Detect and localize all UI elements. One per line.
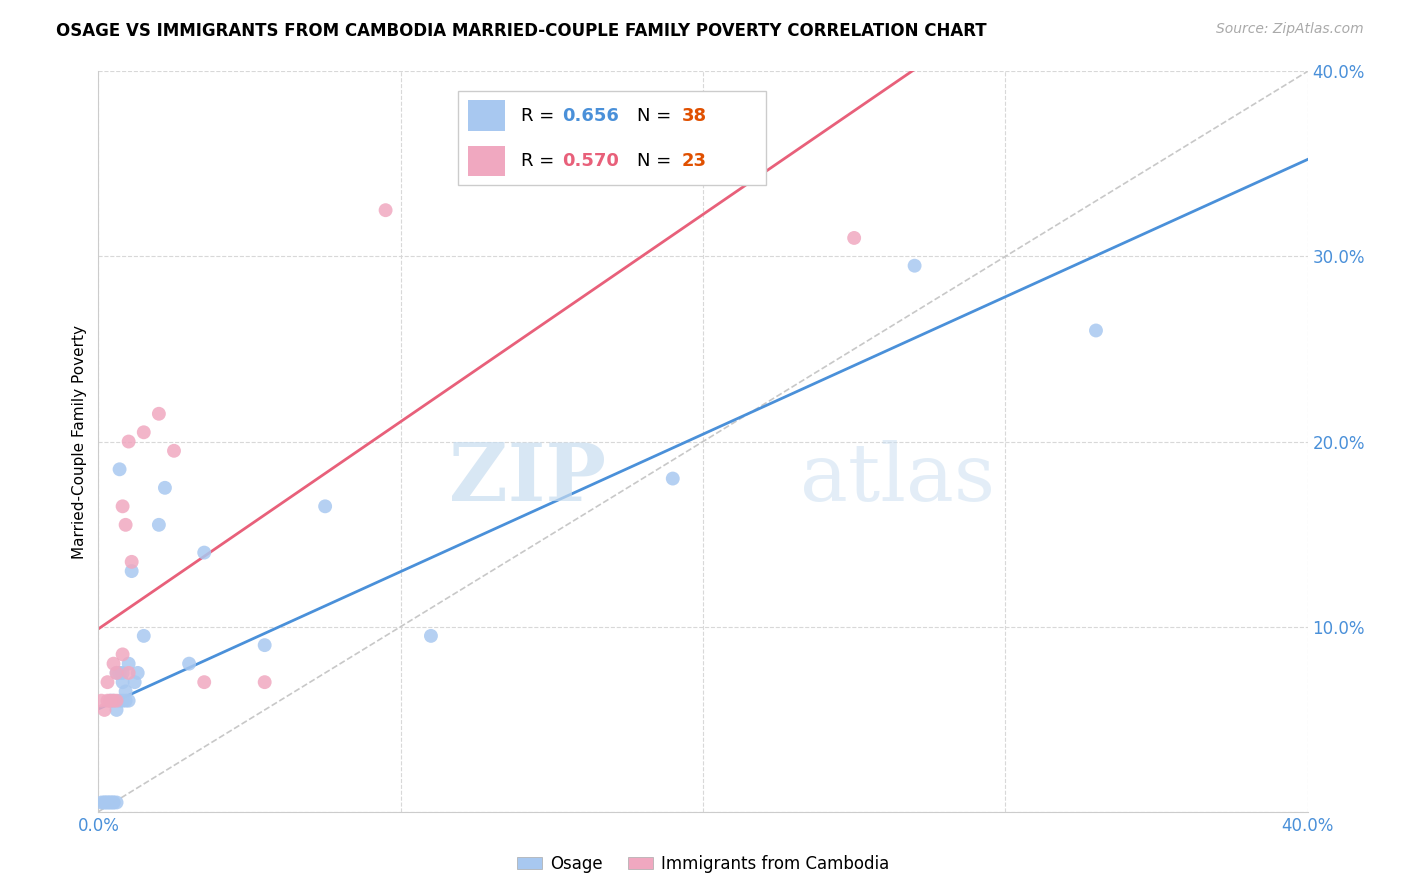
Point [163, 443, 186, 458]
Point [114, 517, 136, 532]
Point [121, 564, 143, 578]
Point [420, 629, 443, 643]
Text: OSAGE VS IMMIGRANTS FROM CAMBODIA MARRIED-COUPLE FAMILY POVERTY CORRELATION CHAR: OSAGE VS IMMIGRANTS FROM CAMBODIA MARRIE… [56, 22, 987, 40]
Point [631, 166, 654, 180]
Point [90, 796, 112, 810]
Point [374, 203, 396, 218]
Point [127, 665, 149, 680]
Point [148, 407, 170, 421]
Point [148, 517, 170, 532]
Point [105, 665, 128, 680]
Point [253, 675, 276, 690]
Point [103, 796, 125, 810]
Point [105, 665, 128, 680]
Point [253, 638, 276, 652]
Point [96, 796, 118, 810]
Point [111, 500, 134, 514]
Point [100, 796, 122, 810]
Point [111, 665, 134, 680]
Text: ZIP: ZIP [450, 440, 606, 517]
Point [111, 694, 134, 708]
Point [661, 472, 683, 486]
Point [132, 629, 155, 643]
Point [93, 703, 115, 717]
Point [904, 259, 927, 273]
Point [100, 694, 122, 708]
Point [96, 675, 118, 690]
Point [93, 796, 115, 810]
Point [121, 555, 143, 569]
Point [111, 648, 134, 662]
Point [90, 694, 112, 708]
Point [108, 462, 131, 476]
Point [118, 657, 141, 671]
Point [153, 481, 176, 495]
Point [100, 796, 122, 810]
Point [114, 684, 136, 698]
Point [118, 434, 141, 449]
Point [1085, 324, 1108, 338]
Point [108, 665, 131, 680]
Point [124, 675, 146, 690]
Point [103, 694, 125, 708]
Point [114, 694, 136, 708]
Point [193, 545, 215, 560]
Point [100, 694, 122, 708]
Point [103, 796, 125, 810]
Point [193, 675, 215, 690]
Legend: Osage, Immigrants from Cambodia: Osage, Immigrants from Cambodia [510, 848, 896, 880]
Point [96, 796, 118, 810]
Point [105, 703, 128, 717]
Point [111, 675, 134, 690]
Point [105, 796, 128, 810]
Point [103, 657, 125, 671]
Point [96, 694, 118, 708]
Point [844, 231, 866, 245]
Point [118, 694, 141, 708]
Point [103, 694, 125, 708]
Text: Source: ZipAtlas.com: Source: ZipAtlas.com [1216, 22, 1364, 37]
Point [105, 694, 128, 708]
Y-axis label: Married-Couple Family Poverty: Married-Couple Family Poverty [72, 325, 87, 558]
Text: atlas: atlas [800, 440, 995, 517]
Point [93, 796, 115, 810]
Point [118, 665, 141, 680]
Point [132, 425, 155, 440]
Point [314, 500, 336, 514]
Point [108, 694, 131, 708]
Point [179, 657, 201, 671]
